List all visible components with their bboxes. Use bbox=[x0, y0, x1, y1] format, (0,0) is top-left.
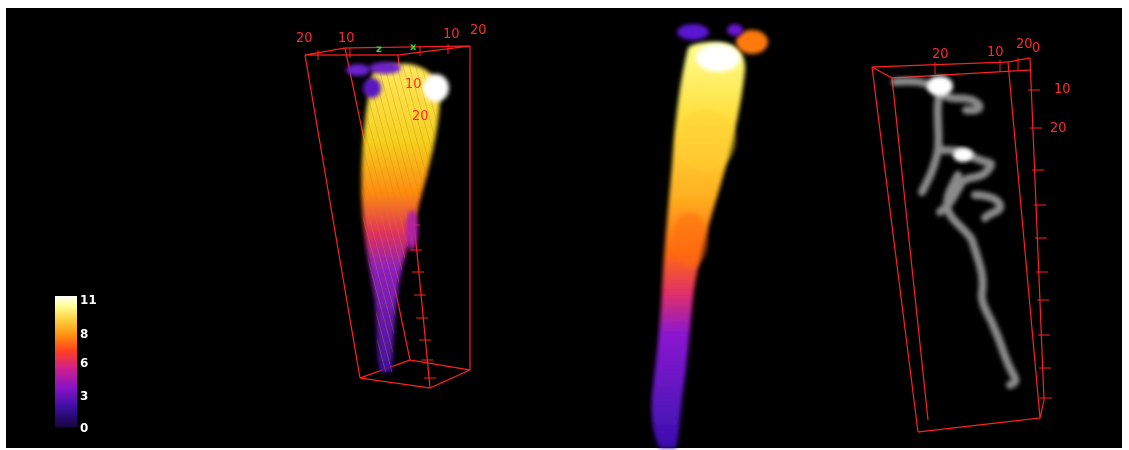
colorbar-gradient bbox=[55, 296, 77, 427]
colorbar-label-6: 6 bbox=[80, 356, 88, 370]
left-top-tick-2: 10 bbox=[338, 31, 355, 46]
colorbar-label-8: 8 bbox=[80, 327, 88, 341]
left-top-tick-3: 10 bbox=[443, 27, 460, 42]
left-axis-letter-z: z bbox=[376, 44, 382, 55]
colorbar-label-3: 3 bbox=[80, 389, 88, 403]
colorbar-label-0: 0 bbox=[80, 421, 88, 435]
right-white-blob-middle bbox=[953, 148, 973, 162]
right-white-blob-top bbox=[927, 76, 953, 96]
middle-white-blob bbox=[696, 44, 740, 72]
right-bounding-box bbox=[871, 57, 1045, 433]
left-white-blob bbox=[423, 74, 449, 102]
right-side-tick-2: 20 bbox=[1050, 121, 1067, 136]
middle-volume-panel bbox=[651, 24, 768, 448]
right-top-tick-4: 0 bbox=[1032, 41, 1040, 56]
right-top-tick-1: 20 bbox=[932, 47, 949, 62]
left-volume-panel: 20 10 10 20 z x 10 20 bbox=[296, 23, 487, 389]
left-cell-rendering bbox=[346, 62, 449, 373]
right-top-tick-2: 10 bbox=[987, 45, 1004, 60]
right-top-tick-3: 20 bbox=[1016, 37, 1033, 52]
colorbar-label-11: 11 bbox=[80, 293, 97, 307]
left-axis-letter-x: x bbox=[410, 42, 417, 53]
left-top-tick-1: 20 bbox=[296, 31, 313, 46]
left-top-tick-4: 20 bbox=[470, 23, 487, 38]
right-volume-panel: 20 10 20 0 10 20 bbox=[871, 37, 1071, 433]
colorbar: 11 8 6 3 0 bbox=[55, 293, 97, 435]
left-side-tick-2: 20 bbox=[412, 109, 429, 124]
left-side-tick-1: 10 bbox=[405, 77, 422, 92]
right-side-tick-1: 10 bbox=[1054, 82, 1071, 97]
right-frame-ticks bbox=[934, 58, 1052, 399]
right-skeleton-rendering bbox=[891, 77, 1020, 389]
